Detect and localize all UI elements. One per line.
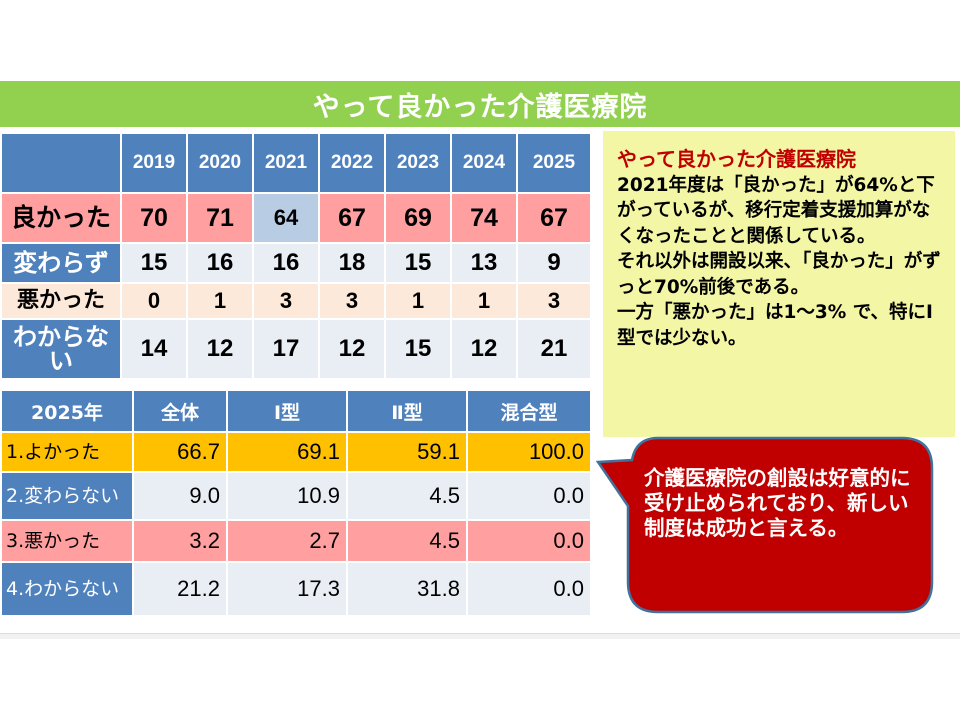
table-cell: 69.1	[226, 431, 348, 473]
table-cell: 1	[186, 282, 254, 320]
table-cell: 70	[120, 192, 188, 244]
note-title: やって良かった介護医療院	[617, 147, 856, 171]
row-label: 悪かった	[0, 282, 122, 320]
type-header: Ⅰ型	[226, 389, 348, 433]
yearly-table: 2019 2020 2021 2022 2023 2024 2025 良かった …	[0, 132, 592, 380]
note-paragraph: 2021年度は「良かった」が64%と下がっているが、移行定着支援加算がなくなった…	[617, 174, 935, 247]
table-cell: 21	[516, 318, 592, 380]
table-cell: 3.2	[132, 519, 228, 563]
table-cell: 71	[186, 192, 254, 244]
year-header: 2019	[120, 132, 188, 194]
row-label: 変わらず	[0, 242, 122, 284]
year-header: 2022	[318, 132, 386, 194]
table-cell: 3	[516, 282, 592, 320]
table-cell: 15	[384, 318, 452, 380]
type-header-row: 2025年 全体 Ⅰ型 Ⅱ型 混合型	[0, 389, 592, 433]
type-header: 混合型	[466, 389, 592, 433]
slide-bottom-divider	[0, 633, 960, 639]
table-row: 1.よかった 66.7 69.1 59.1 100.0	[0, 431, 592, 473]
table-cell: 9	[516, 242, 592, 284]
type-header: Ⅱ型	[346, 389, 468, 433]
table-cell: 15	[384, 242, 452, 284]
type-header: 全体	[132, 389, 228, 433]
yearly-header-row: 2019 2020 2021 2022 2023 2024 2025	[0, 132, 592, 194]
table-cell: 1	[384, 282, 452, 320]
row-label: わからない	[0, 318, 122, 380]
table-cell: 0.0	[466, 471, 592, 521]
table-row-unknown: わからない 14 12 17 12 15 12 21	[0, 318, 592, 380]
table-cell: 66.7	[132, 431, 228, 473]
commentary-note: やって良かった介護医療院 2021年度は「良かった」が64%と下がっているが、移…	[603, 131, 955, 437]
table-cell: 16	[186, 242, 254, 284]
table-cell: 69	[384, 192, 452, 244]
page-title: やって良かった介護医療院	[0, 81, 960, 127]
table-cell: 3	[252, 282, 320, 320]
callout-bubble-shape	[596, 436, 934, 614]
table-cell: 18	[318, 242, 386, 284]
table-cell: 9.0	[132, 471, 228, 521]
note-paragraph: それ以外は開設以来、「良かった」がずっと70%前後である。	[617, 251, 941, 298]
table-cell: 100.0	[466, 431, 592, 473]
table-row-same: 変わらず 15 16 16 18 15 13 9	[0, 242, 592, 284]
table-cell: 15	[120, 242, 188, 284]
table-cell: 3	[318, 282, 386, 320]
year-header: 2020	[186, 132, 254, 194]
row-label: 良かった	[0, 192, 122, 244]
callout-bubble-path	[596, 436, 934, 614]
row-label: 4.わからない	[0, 561, 134, 617]
table-row-good: 良かった 70 71 64 67 69 74 67	[0, 192, 592, 244]
table-cell: 12	[318, 318, 386, 380]
table-row-bad: 悪かった 0 1 3 3 1 1 3	[0, 282, 592, 320]
table-cell: 2.7	[226, 519, 348, 563]
table-cell: 14	[120, 318, 188, 380]
row-label: 1.よかった	[0, 431, 134, 473]
note-paragraph: 一方「悪かった」は1～3% で、特にⅠ型では少ない。	[617, 302, 933, 349]
callout-text: 介護医療院の創設は好意的に受け止められており、新しい制度は成功と言える。	[644, 466, 911, 540]
table-cell: 0.0	[466, 519, 592, 563]
table-row: 4.わからない 21.2 17.3 31.8 0.0	[0, 561, 592, 617]
row-label: 2.変わらない	[0, 471, 134, 521]
table-cell: 0	[120, 282, 188, 320]
row-label: 3.悪かった	[0, 519, 134, 563]
table-cell-dip: 64	[252, 192, 320, 244]
table-cell: 1	[450, 282, 518, 320]
year-header: 2021	[252, 132, 320, 194]
table-cell: 4.5	[346, 519, 468, 563]
yearly-corner-cell	[0, 132, 122, 194]
table-row: 2.変わらない 9.0 10.9 4.5 0.0	[0, 471, 592, 521]
table-cell: 10.9	[226, 471, 348, 521]
table-cell: 12	[450, 318, 518, 380]
year-header: 2025	[516, 132, 592, 194]
type-header: 2025年	[0, 389, 134, 433]
table-cell: 67	[318, 192, 386, 244]
table-cell: 59.1	[346, 431, 468, 473]
conclusion-callout: 介護医療院の創設は好意的に受け止められており、新しい制度は成功と言える。	[596, 436, 936, 616]
table-cell: 16	[252, 242, 320, 284]
table-row: 3.悪かった 3.2 2.7 4.5 0.0	[0, 519, 592, 563]
table-cell: 31.8	[346, 561, 468, 617]
table-cell: 4.5	[346, 471, 468, 521]
year-header: 2024	[450, 132, 518, 194]
year-header: 2023	[384, 132, 452, 194]
table-cell: 13	[450, 242, 518, 284]
table-cell: 67	[516, 192, 592, 244]
type-table: 2025年 全体 Ⅰ型 Ⅱ型 混合型 1.よかった 66.7 69.1 59.1…	[0, 389, 592, 617]
table-cell: 0.0	[466, 561, 592, 617]
table-cell: 74	[450, 192, 518, 244]
table-cell: 17	[252, 318, 320, 380]
table-cell: 12	[186, 318, 254, 380]
table-cell: 21.2	[132, 561, 228, 617]
table-cell: 17.3	[226, 561, 348, 617]
